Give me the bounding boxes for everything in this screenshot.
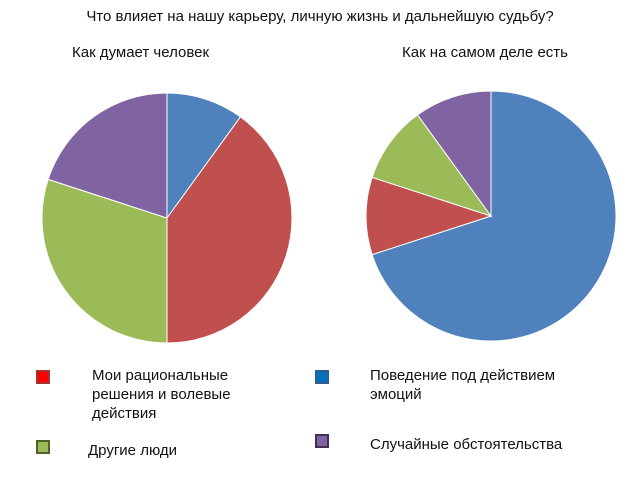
pie-1-slice-random <box>47 92 168 219</box>
pie-1-slice-rational <box>166 92 242 220</box>
legend-label-emotions: Поведение под действием эмоций <box>370 367 556 403</box>
legend-swatch-random <box>315 434 329 448</box>
pie-chart-perception <box>41 92 293 344</box>
pie-1-slice-emotions <box>166 116 293 344</box>
pie-2-slice-emotions <box>365 176 493 256</box>
pie-2-slice-other-people <box>371 114 493 217</box>
legend-label-rational: Мои рациональные решения и волевые дейст… <box>92 367 231 422</box>
pie-chart-reality <box>365 90 617 342</box>
legend-label-random: Случайные обстоятельства <box>370 436 563 453</box>
pie-1-slice-other-people <box>41 178 168 344</box>
chart-title: Что влияет на нашу карьеру, личную жизнь… <box>86 8 554 25</box>
pie-1-title: Как думает человек <box>72 44 210 61</box>
legend-swatch-emotions <box>315 370 329 384</box>
legend-label-other-people: Другие люди <box>88 442 177 459</box>
legend-swatch-other-people <box>36 440 50 454</box>
pie-2-title: Как на самом деле есть <box>402 44 568 61</box>
pie-2-slice-rational <box>371 90 617 342</box>
pie-2-slice-random <box>416 90 492 218</box>
legend-swatch-rational <box>36 370 50 384</box>
